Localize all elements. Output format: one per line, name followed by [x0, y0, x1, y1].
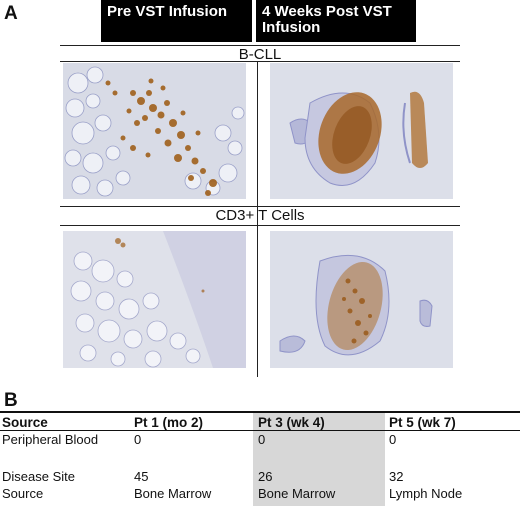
micrograph-pre-cd3 — [63, 231, 246, 368]
table-header-pt5: Pt 5 (wk 7) — [389, 415, 456, 430]
micrograph-post-cd3-art — [270, 231, 453, 368]
panel-b-label: B — [4, 390, 18, 411]
table-header-pt3: Pt 3 (wk 4) — [258, 415, 325, 430]
table-cell-pt5-peripheral: 0 — [389, 432, 397, 447]
micrograph-post-bcll-art — [270, 63, 453, 199]
highlight-column-shade — [253, 413, 385, 506]
table-cell-pt1-peripheral: 0 — [134, 432, 142, 447]
table-cell-pt1-disease: 45 — [134, 469, 149, 484]
table-cell-pt3-disease: 26 — [258, 469, 273, 484]
row-label-bcll: B-CLL — [238, 46, 282, 63]
column-header-pre: Pre VST Infusion — [101, 0, 252, 42]
table-header-source: Source — [2, 415, 48, 430]
table-row-label-disease: Disease Site — [2, 469, 75, 484]
row-divider-top — [60, 45, 460, 46]
row-divider-mid — [60, 206, 460, 207]
micrograph-pre-bcll — [63, 63, 246, 199]
row-label-cd3: CD3+ T Cells — [215, 207, 305, 224]
row-divider-cd3 — [60, 225, 460, 226]
micrograph-post-cd3 — [270, 231, 453, 368]
table-cell-pt3-peripheral: 0 — [258, 432, 266, 447]
table-top-rule — [0, 411, 520, 413]
micrograph-pre-cd3-art — [63, 231, 246, 368]
center-divider — [257, 61, 258, 377]
micrograph-pre-bcll-art — [63, 63, 246, 199]
panel-a-label: A — [4, 3, 18, 24]
table-header-rule — [0, 430, 520, 431]
header-divider — [252, 0, 256, 42]
table-cell-pt1-source: Bone Marrow — [134, 486, 212, 501]
micrograph-post-bcll — [270, 63, 453, 199]
row-divider-bcll — [60, 61, 460, 62]
table-header-pt1: Pt 1 (mo 2) — [134, 415, 204, 430]
column-header-post: 4 Weeks Post VST Infusion — [256, 0, 416, 42]
table-cell-pt5-source: Lymph Node — [389, 486, 463, 501]
table-cell-pt3-source: Bone Marrow — [258, 486, 336, 501]
table-row-label-source: Source — [2, 486, 44, 501]
table-cell-pt5-disease: 32 — [389, 469, 404, 484]
table-row-label-peripheral: Peripheral Blood — [2, 432, 99, 447]
